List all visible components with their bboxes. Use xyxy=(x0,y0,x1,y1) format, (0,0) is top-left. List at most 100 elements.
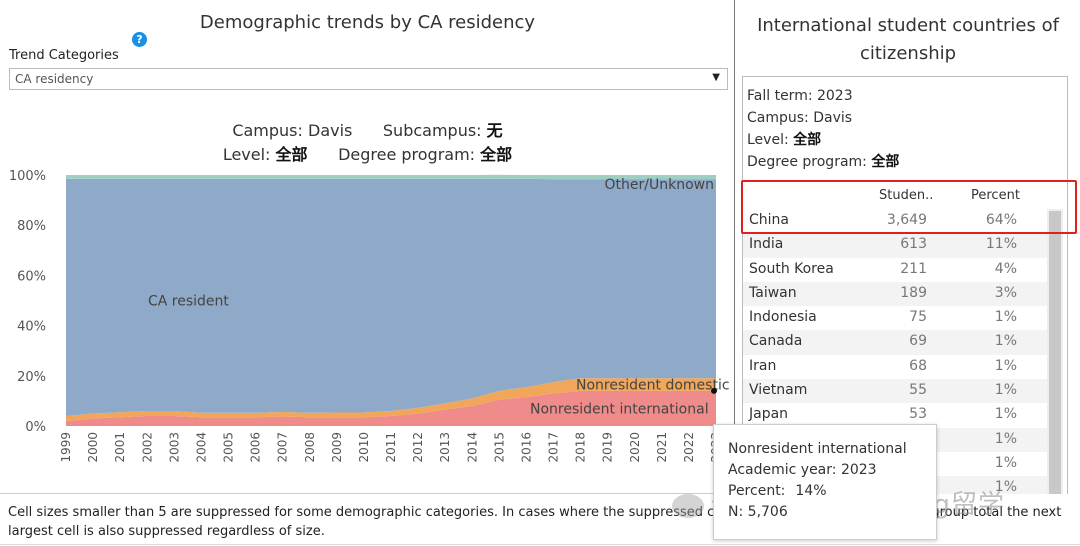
students-cell: 613 xyxy=(900,236,927,253)
x-tick-label: 2002 xyxy=(140,432,154,463)
trend-categories-label: Trend Categories xyxy=(9,48,119,63)
area-nonresident-domestic[interactable] xyxy=(66,378,716,421)
level-meta: Level: 全部 Degree program: 全部 xyxy=(0,141,735,165)
info-degree: Degree program: 全部 xyxy=(747,151,899,173)
table-row[interactable]: Japan 53 1% xyxy=(743,403,1047,427)
chevron-down-icon[interactable]: ▼ xyxy=(712,72,720,83)
table-row[interactable]: South Korea 211 4% xyxy=(743,258,1047,282)
info-campus: Campus: Davis xyxy=(747,110,853,126)
x-tick-label: 2011 xyxy=(384,432,398,463)
table-row[interactable]: Vietnam 55 1% xyxy=(743,379,1047,404)
country-cell: Japan xyxy=(749,406,789,423)
table-row[interactable]: Canada 69 1% xyxy=(743,330,1047,355)
country-cell: South Korea xyxy=(749,260,834,277)
degree-label: Degree program: xyxy=(338,145,476,164)
tooltip-percent-value: 14% xyxy=(795,483,827,499)
percent-cell: 11% xyxy=(985,236,1017,253)
percent-cell: 1% xyxy=(994,406,1017,423)
percent-cell: 1% xyxy=(994,333,1017,350)
x-tick-label: 2006 xyxy=(249,432,263,463)
trend-categories-dropdown[interactable]: CA residency ▼ xyxy=(9,68,728,90)
x-tick-label: 2007 xyxy=(276,432,290,463)
table-row[interactable]: Taiwan 189 3% xyxy=(743,281,1047,307)
scroll-thumb[interactable] xyxy=(1049,211,1061,494)
percent-cell: 1% xyxy=(994,479,1017,494)
area-ca-resident[interactable] xyxy=(66,178,716,416)
wechat-icon xyxy=(672,493,704,518)
china-row-highlight xyxy=(741,180,1077,234)
x-tick-label: 2014 xyxy=(465,432,479,463)
citizenship-panel: International student countries of citiz… xyxy=(736,0,1080,494)
area-other-unknown[interactable] xyxy=(66,174,716,180)
students-column-header[interactable]: Studen.. xyxy=(879,188,934,203)
students-cell: 211 xyxy=(900,260,927,277)
country-cell: Canada xyxy=(749,333,803,350)
degree-value: 全部 xyxy=(480,145,513,164)
x-tick-label: 2016 xyxy=(519,432,533,463)
y-tick-label: 40% xyxy=(17,320,46,335)
percent-cell: 64% xyxy=(985,212,1017,228)
table-row[interactable]: Iran 68 1% xyxy=(743,355,1047,379)
campus-label: Campus: xyxy=(232,121,303,140)
students-cell: 75 xyxy=(909,309,927,326)
students-cell: 189 xyxy=(900,284,927,301)
right-panel-title: International student countries of citiz… xyxy=(736,12,1080,68)
info-level-value: 全部 xyxy=(793,132,822,148)
table-scrollbar[interactable] xyxy=(1047,209,1063,494)
country-cell: China xyxy=(749,212,789,228)
percent-cell: 4% xyxy=(994,260,1017,277)
subcampus-value: 无 xyxy=(486,121,503,140)
tooltip-series: Nonresident international xyxy=(728,441,907,457)
right-title-line2: citizenship xyxy=(859,43,957,64)
tooltip-n-label: N: xyxy=(728,504,744,520)
campus-meta: Campus: Davis Subcampus: 无 xyxy=(0,117,735,141)
students-cell: 69 xyxy=(909,333,927,350)
dropdown-value: CA residency xyxy=(15,72,94,86)
x-tick-label: 2019 xyxy=(601,432,615,463)
table-header: Studen.. Percent xyxy=(743,185,1047,207)
table-row[interactable]: India 613 11% xyxy=(743,233,1047,258)
left-panel-title: Demographic trends by CA residency xyxy=(199,12,536,33)
y-tick-label: 80% xyxy=(17,219,46,234)
y-tick-label: 0% xyxy=(25,420,46,435)
y-tick-label: 100% xyxy=(9,169,46,184)
series-label: CA resident xyxy=(148,294,229,310)
fall-term: Fall term: 2023 xyxy=(747,88,853,104)
table-row[interactable]: 1% xyxy=(743,452,1047,476)
x-tick-label: 2001 xyxy=(113,432,127,463)
x-tick-label: 2005 xyxy=(222,432,236,463)
y-tick-label: 20% xyxy=(17,370,46,385)
tooltip-year-label: Academic year: xyxy=(728,462,837,478)
x-tick-label: 2020 xyxy=(628,432,642,463)
country-cell: Indonesia xyxy=(749,309,817,326)
country-cell: Taiwan xyxy=(749,284,797,301)
demographic-trends-panel: Demographic trends by CA residency ? Tre… xyxy=(0,0,735,494)
country-cell: Vietnam xyxy=(749,382,808,399)
x-tick-label: 2022 xyxy=(682,432,696,463)
info-degree-value: 全部 xyxy=(871,154,900,170)
help-icon[interactable]: ? xyxy=(132,32,147,47)
x-tick-label: 2015 xyxy=(492,432,506,463)
country-cell: India xyxy=(749,236,784,253)
x-tick-label: 2021 xyxy=(655,432,669,463)
x-tick-label: 2004 xyxy=(194,432,208,463)
percent-column-header[interactable]: Percent xyxy=(971,188,1020,203)
info-level-label: Level: xyxy=(747,132,789,148)
percent-cell: 1% xyxy=(994,454,1017,471)
x-tick-label: 2008 xyxy=(303,432,317,463)
x-tick-label: 2012 xyxy=(411,432,425,463)
percent-cell: 1% xyxy=(994,309,1017,326)
x-tick-label: 1999 xyxy=(59,432,73,463)
students-cell: 68 xyxy=(909,357,927,374)
tooltip-percent-label: Percent: xyxy=(728,483,786,499)
stacked-area-chart[interactable]: 0% 20% 40% 60% 80% 100% 1999 2000 2001 2002 2003 20… xyxy=(0,168,734,478)
x-tick-label: 2017 xyxy=(547,432,561,463)
tooltip-n-value: 5,706 xyxy=(747,504,788,520)
percent-cell: 1% xyxy=(994,357,1017,374)
students-cell: 3,649 xyxy=(886,212,927,228)
series-label: Nonresident international xyxy=(530,401,709,417)
percent-cell: 1% xyxy=(994,430,1017,447)
table-row[interactable]: China 3,649 64% xyxy=(743,209,1047,233)
table-row[interactable]: Indonesia 75 1% xyxy=(743,306,1047,330)
x-tick-label: 2009 xyxy=(330,432,344,463)
